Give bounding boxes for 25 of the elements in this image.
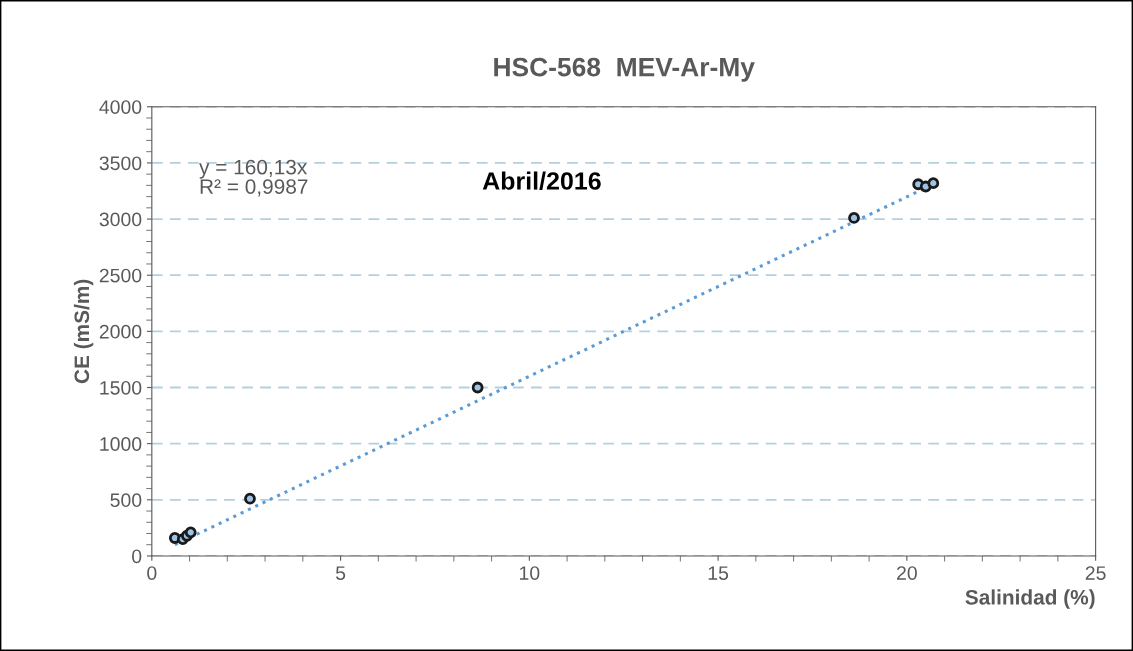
y-tick-label: 0: [132, 549, 142, 564]
y-tick-label: 3000: [99, 212, 142, 227]
y-tick-label: 2000: [99, 324, 142, 339]
y-tick-label: 1500: [100, 380, 142, 395]
point: [184, 526, 197, 539]
y-tick-label: 500: [110, 493, 142, 508]
x-tick-label: 10: [520, 566, 540, 580]
y-tick-label: 2500: [99, 268, 142, 283]
x-tick-label: 20: [897, 566, 917, 580]
x-axis-title: Salinidad (%): [965, 589, 1095, 609]
x-tick-label: 25: [1085, 566, 1106, 580]
point: [471, 381, 484, 394]
y-tick-label: 4000: [99, 100, 142, 114]
y-axis-title: CE (mS/m): [73, 279, 94, 384]
y-tick-label: 3500: [99, 156, 142, 171]
x-tick-label: 5: [335, 566, 346, 580]
chart-title: HSC-568 MEV-Ar-My: [494, 57, 755, 82]
point: [927, 177, 940, 190]
annotation: Abril/2016: [482, 171, 601, 191]
point: [848, 212, 860, 224]
y-tick-label: 1000: [100, 437, 142, 451]
x-tick-label: 0: [147, 566, 157, 580]
point: [244, 492, 256, 505]
annotation: y = 160,13x R² = 0,9987: [199, 159, 308, 197]
x-tick-label: 15: [708, 566, 729, 580]
